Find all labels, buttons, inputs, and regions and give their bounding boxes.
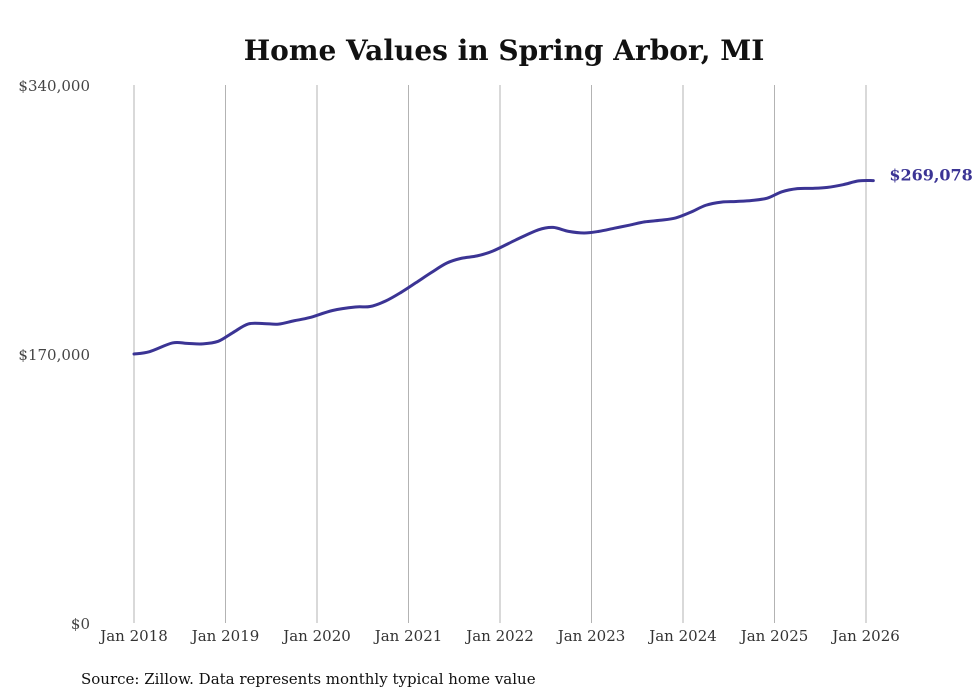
series-layer: $269,078 bbox=[132, 166, 973, 356]
x-axis-ticks: Jan 2018 Jan 2019 Jan 2020 Jan 2021 Jan 2022… bbox=[98, 627, 900, 645]
chart-title: Home Values in Spring Arbor, MI bbox=[244, 34, 765, 67]
gridlines bbox=[133, 85, 867, 623]
x-tick-label: Jan 2024 bbox=[647, 627, 717, 645]
series-line-home-value bbox=[132, 178, 875, 356]
x-tick-label: Jan 2018 bbox=[98, 627, 168, 645]
x-tick-label: Jan 2025 bbox=[739, 627, 809, 645]
end-value-label: $269,078 bbox=[889, 166, 973, 185]
y-tick-label: $0 bbox=[71, 615, 90, 633]
y-tick-label: $170,000 bbox=[18, 346, 90, 364]
y-axis-ticks: $0 $170,000 $340,000 bbox=[18, 77, 90, 633]
x-tick-label: Jan 2019 bbox=[190, 627, 260, 645]
x-tick-label: Jan 2026 bbox=[830, 627, 900, 645]
x-tick-label: Jan 2021 bbox=[373, 627, 443, 645]
x-tick-label: Jan 2020 bbox=[281, 627, 351, 645]
y-tick-label: $340,000 bbox=[18, 77, 90, 95]
x-tick-label: Jan 2023 bbox=[556, 627, 626, 645]
source-note: Source: Zillow. Data represents monthly … bbox=[81, 670, 536, 688]
x-tick-label: Jan 2022 bbox=[464, 627, 534, 645]
